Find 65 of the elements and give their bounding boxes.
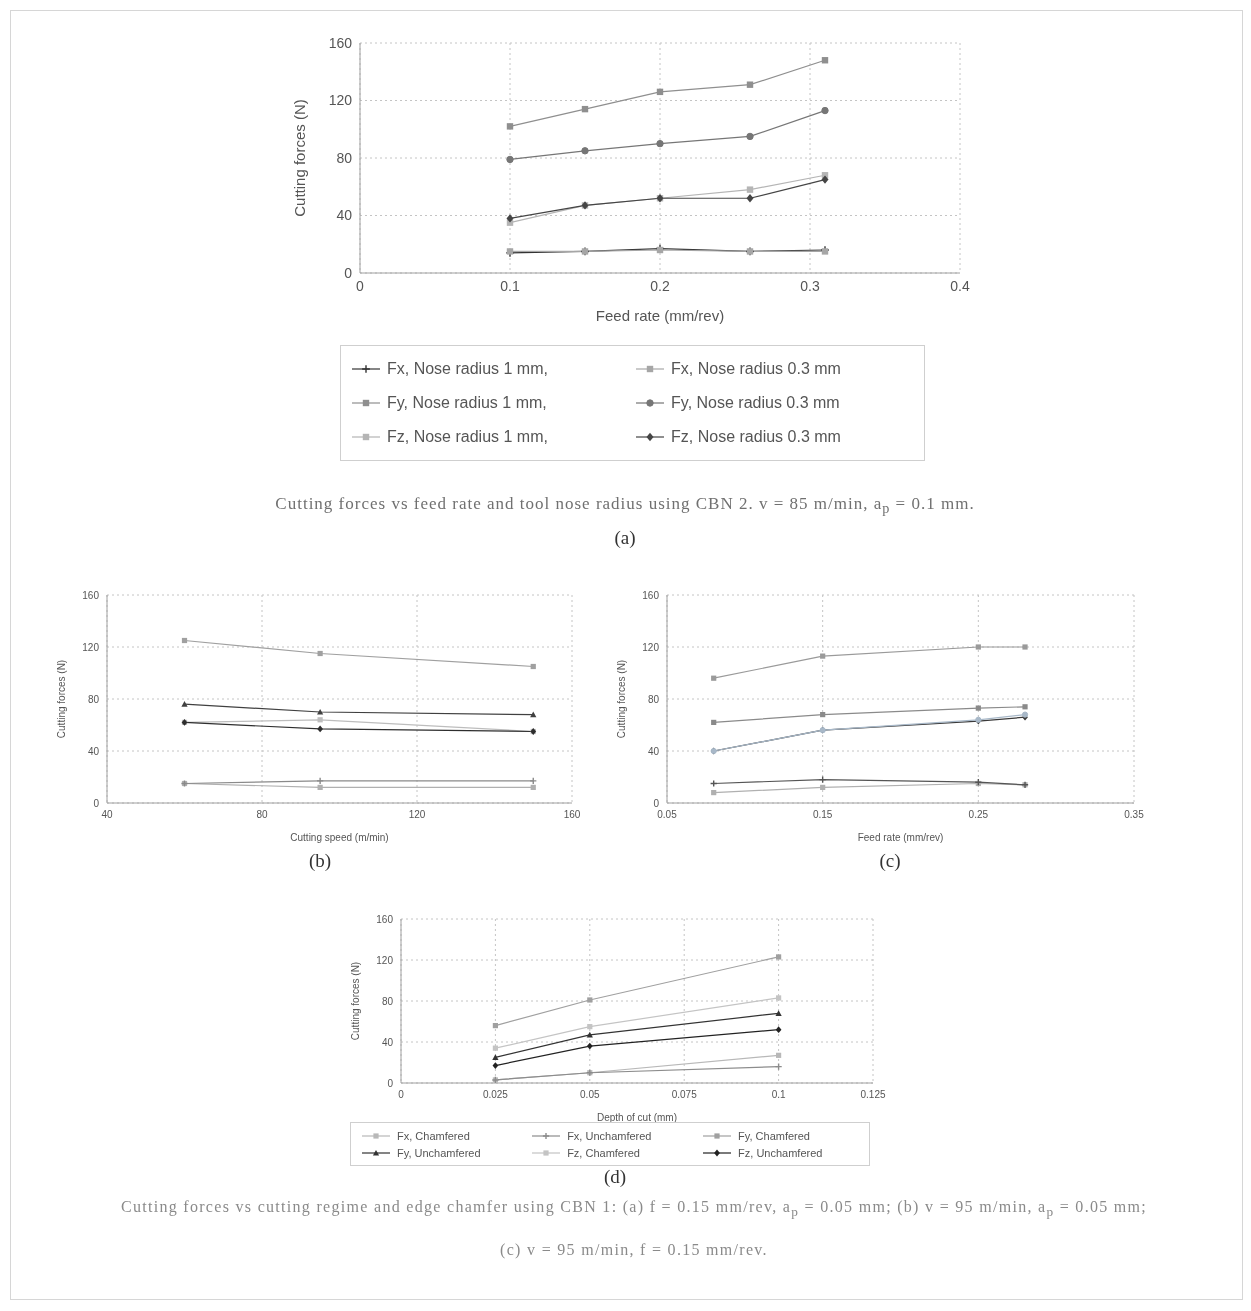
text: (c) — [878, 850, 902, 873]
y-axis-title: Cutting forces (N) — [291, 99, 309, 217]
text: (a) — [613, 527, 637, 550]
x-tick-label: 0.4 — [950, 277, 970, 294]
x-tick-label: 0.2 — [650, 277, 670, 294]
y-axis-title: Cutting forces (N) — [615, 659, 627, 739]
y-axis-title: Cutting forces (N) — [55, 659, 67, 739]
x-axis-title: Cutting speed (m/min) — [290, 832, 389, 843]
y-tick-label: 40 — [87, 745, 100, 757]
y-axis-title: Cutting forces (N) — [349, 961, 361, 1041]
text: Cutting forces vs feed rate and tool nose radius using CBN 2. v = 85 m/min, a$_{p}$ = 0.1 mm. — [274, 494, 976, 518]
y-tick-label: 160 — [376, 913, 394, 925]
x-axis-title: Feed rate (mm/rev) — [595, 307, 725, 324]
legend-label: Fx, Nose radius 0.3 mm — [671, 360, 841, 378]
y-tick-label: 160 — [82, 589, 100, 601]
legend-label: Fz, Chamfered — [567, 1146, 640, 1159]
y-tick-label: 80 — [87, 693, 100, 705]
legend-label: Fy, Nose radius 1 mm, — [387, 394, 547, 412]
legend-label: Fx, Nose radius 1 mm, — [387, 360, 548, 378]
legend-label: Fz, Unchamfered — [738, 1146, 823, 1159]
y-tick-label: 0 — [653, 797, 660, 809]
y-tick-label: 120 — [82, 641, 100, 653]
y-tick-label: 160 — [328, 34, 353, 51]
x-tick-label: 0.35 — [1124, 809, 1145, 821]
x-tick-label: 0.025 — [482, 1089, 509, 1101]
x-axis-title: Depth of cut (mm) — [596, 1112, 678, 1123]
text: Cutting forces vs cutting regime and edge chamfer using CBN 1: (a) f = 0.15 mm/rev, a$_{p}$ = 0.05 mm; (b) v = 95 m/min, a$_{p}$ = 0.05 mm; (c) v = 95 m/min, f = 0.15 mm/rev. — [120, 1198, 1148, 1259]
legend-label: Fz, Nose radius 1 mm, — [387, 428, 548, 446]
x-tick-label: 0.1 — [771, 1089, 786, 1101]
legend-label: Fy, Chamfered — [738, 1129, 810, 1142]
x-axis-title: Feed rate (mm/rev) — [857, 832, 944, 843]
x-tick-label: 0.25 — [968, 809, 989, 821]
legend-label: Fy, Nose radius 0.3 mm — [671, 394, 840, 412]
text: (d) — [602, 1166, 628, 1189]
legend-label: Fy, Unchamfered — [397, 1146, 481, 1159]
x-tick-label: 160 — [563, 809, 581, 821]
y-tick-label: 40 — [647, 745, 660, 757]
y-tick-label: 120 — [642, 641, 660, 653]
x-tick-label: 0.3 — [800, 277, 820, 294]
y-tick-label: 40 — [381, 1036, 394, 1048]
x-tick-label: 0 — [398, 1089, 405, 1101]
legend-label: Fx, Chamfered — [397, 1129, 470, 1142]
x-tick-label: 40 — [101, 809, 113, 821]
x-tick-label: 0.1 — [500, 277, 520, 294]
x-tick-label: 120 — [408, 809, 426, 821]
y-tick-label: 120 — [328, 92, 353, 109]
y-tick-label: 40 — [336, 207, 353, 224]
y-tick-label: 0 — [387, 1077, 394, 1089]
x-tick-label: 0.05 — [580, 1089, 600, 1101]
y-tick-label: 80 — [336, 149, 353, 166]
x-tick-label: 0.05 — [657, 809, 678, 821]
x-tick-label: 0.125 — [860, 1089, 886, 1101]
legend-label: Fz, Nose radius 0.3 mm — [671, 428, 841, 446]
y-tick-label: 80 — [647, 693, 660, 705]
x-tick-label: 0 — [356, 277, 365, 294]
x-tick-label: 0.15 — [812, 809, 833, 821]
y-tick-label: 0 — [93, 797, 100, 809]
legend-label: Fx, Unchamfered — [567, 1129, 652, 1142]
x-tick-label: 80 — [256, 809, 268, 821]
x-tick-label: 0.075 — [671, 1089, 698, 1101]
y-tick-label: 120 — [376, 954, 394, 966]
text: (b) — [307, 850, 333, 873]
y-tick-label: 160 — [642, 589, 660, 601]
y-tick-label: 80 — [381, 995, 394, 1007]
y-tick-label: 0 — [344, 264, 353, 281]
